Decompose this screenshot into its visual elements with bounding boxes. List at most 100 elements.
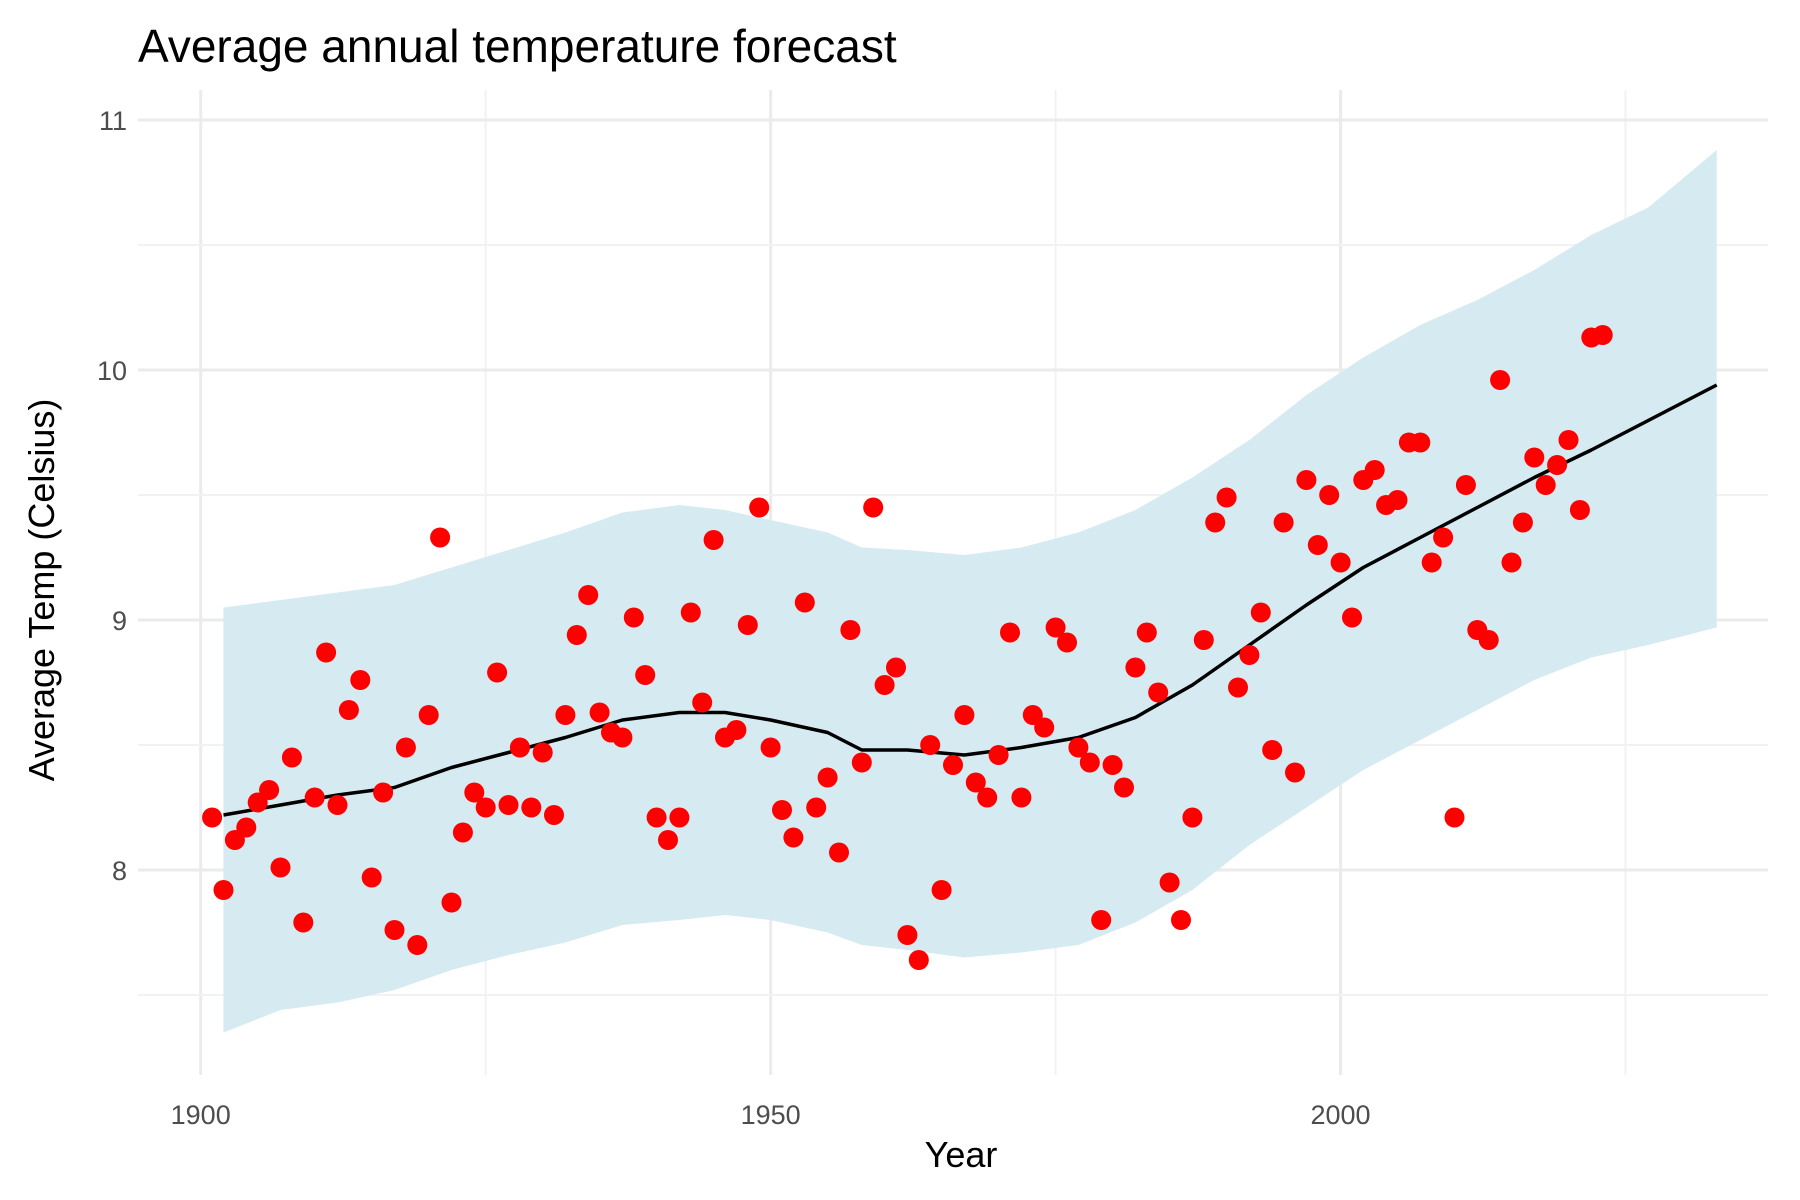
- data-point: [988, 745, 1009, 765]
- data-point: [1478, 630, 1499, 650]
- data-point: [430, 527, 451, 548]
- data-point: [1136, 622, 1157, 643]
- data-point: [418, 705, 439, 725]
- data-point: [498, 795, 519, 815]
- data-point: [1216, 487, 1237, 508]
- data-point: [1102, 755, 1123, 775]
- data-point: [851, 752, 872, 773]
- data-point: [1387, 490, 1408, 510]
- data-points: [202, 325, 1613, 970]
- data-point: [1000, 622, 1020, 643]
- data-point: [1114, 777, 1134, 798]
- data-point: [1455, 475, 1476, 495]
- data-point: [316, 642, 337, 663]
- data-point: [1079, 752, 1100, 773]
- data-point: [897, 925, 918, 945]
- trend-line: [223, 383, 1718, 817]
- data-point: [452, 822, 473, 843]
- data-point: [1159, 872, 1180, 893]
- data-point: [270, 857, 291, 878]
- data-point: [794, 592, 815, 613]
- data-point: [749, 497, 770, 518]
- data-point: [487, 662, 508, 683]
- data-point: [977, 787, 998, 808]
- x-tick-label: 2000: [1311, 1100, 1371, 1130]
- data-point: [1091, 910, 1112, 930]
- data-point: [612, 727, 633, 748]
- data-point: [395, 737, 416, 758]
- data-point: [373, 782, 394, 803]
- data-point: [1296, 470, 1317, 490]
- x-axis-title: Year: [925, 1134, 998, 1175]
- data-point: [931, 880, 952, 900]
- data-point: [829, 842, 849, 863]
- data-point: [1205, 512, 1226, 533]
- data-point: [817, 767, 838, 788]
- y-tick-label: 8: [112, 856, 127, 886]
- data-point: [350, 670, 371, 690]
- data-point: [783, 827, 804, 848]
- data-point: [475, 797, 496, 818]
- data-point: [1125, 657, 1146, 678]
- data-point: [464, 782, 485, 803]
- data-point: [760, 737, 781, 758]
- data-point: [1011, 787, 1032, 808]
- data-point: [1182, 807, 1203, 828]
- data-point: [1285, 762, 1305, 783]
- data-point: [1239, 645, 1260, 665]
- data-point: [623, 607, 644, 628]
- data-point: [202, 807, 223, 828]
- data-point: [1045, 617, 1066, 638]
- data-point: [236, 817, 257, 838]
- data-point: [589, 702, 610, 723]
- y-tick-label: 9: [112, 606, 127, 636]
- data-point: [772, 800, 792, 820]
- data-point: [886, 657, 906, 678]
- data-point: [1558, 430, 1579, 450]
- data-point: [1433, 527, 1454, 548]
- data-point: [361, 867, 382, 888]
- data-point: [635, 665, 656, 685]
- data-point: [1250, 602, 1271, 623]
- data-point: [1330, 552, 1351, 573]
- data-point: [509, 737, 530, 758]
- data-point: [1319, 485, 1340, 505]
- x-tick-label: 1950: [741, 1100, 801, 1130]
- data-point: [521, 797, 542, 818]
- y-axis-title: Average Temp (Celsius): [21, 399, 62, 782]
- data-point: [384, 920, 405, 940]
- data-point: [1193, 630, 1214, 650]
- data-point: [669, 807, 690, 828]
- data-point: [1444, 807, 1465, 828]
- y-tick-label: 10: [97, 356, 127, 386]
- data-point: [304, 787, 325, 808]
- data-point: [737, 615, 758, 635]
- data-point: [1307, 535, 1328, 555]
- data-point: [1410, 432, 1431, 453]
- data-point: [544, 805, 564, 825]
- data-point: [1171, 910, 1191, 930]
- data-point: [874, 675, 895, 695]
- chart-title: Average annual temperature forecast: [138, 20, 897, 72]
- data-point: [407, 935, 428, 955]
- data-point: [1592, 325, 1613, 345]
- data-point: [1501, 552, 1522, 573]
- data-point: [1524, 447, 1545, 468]
- data-point: [213, 880, 234, 900]
- data-point: [920, 735, 941, 755]
- x-tick-label: 1900: [171, 1100, 231, 1130]
- data-point: [840, 620, 861, 640]
- data-point: [1512, 512, 1533, 533]
- data-point: [1228, 677, 1248, 698]
- data-point: [943, 755, 963, 775]
- data-point: [1569, 500, 1590, 520]
- data-point: [578, 585, 599, 605]
- data-point: [680, 602, 701, 623]
- data-point: [1535, 475, 1556, 495]
- data-point: [1490, 370, 1511, 390]
- data-point: [658, 830, 678, 850]
- data-point: [327, 795, 348, 815]
- data-point: [1057, 632, 1077, 653]
- y-tick-label: 11: [99, 106, 127, 136]
- confidence-band: [223, 150, 1717, 1033]
